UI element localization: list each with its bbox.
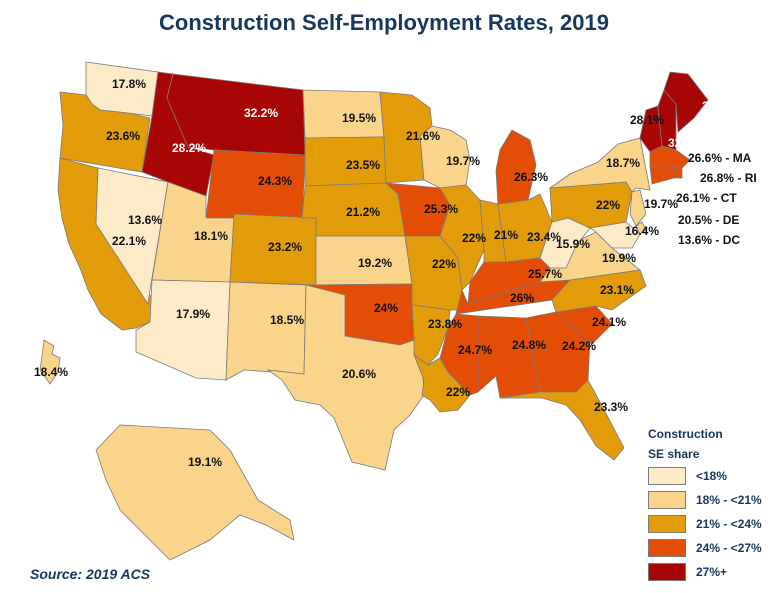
state-value-tn: 26% [510,291,534,305]
state-value-wy: 24.3% [258,174,292,188]
state-value-ca: 22.1% [112,234,146,248]
state-nh [657,89,677,151]
state-ms [439,313,479,396]
legend-swatch [648,491,686,509]
state-value-ne: 21.2% [346,205,380,219]
state-ar [411,304,451,366]
state-value-id: 28.2% [172,141,206,155]
state-value-pa: 22% [596,198,620,212]
state-nm [225,281,307,381]
state-ak [95,424,295,561]
state-value-mn: 21.6% [406,129,440,143]
state-value-tx: 20.6% [342,367,376,381]
state-value-ga: 24.2% [562,339,596,353]
state-value-wv: 15.9% [556,237,590,251]
state-value-al: 24.8% [512,338,546,352]
state-wy [205,149,306,227]
map-title: Construction Self-Employment Rates, 2019 [159,10,609,35]
state-value-nh: 32% [668,136,692,150]
legend-item: 24% - <27% [648,536,763,560]
legend-swatch [648,515,686,533]
legend-swatch [648,467,686,485]
state-value-ms: 24.7% [458,343,492,357]
state-value-nm: 18.5% [270,313,304,327]
labels-layer: 17.8% 23.6% 22.1% 13.6% 28.2% 32.2% 24.3% 18.1%… [34,77,757,469]
state-value-sd: 23.5% [346,158,380,172]
state-ri [673,165,683,179]
legend-item: 27%+ [648,560,763,584]
state-value-ks: 19.2% [358,256,392,270]
state-mi [495,129,537,205]
state-wi [419,125,471,189]
legend-label: 21% - <24% [696,517,762,531]
state-value-ia: 25.3% [424,202,458,216]
legend-title: Construction SE share [648,424,763,464]
state-fl [499,379,625,461]
legend-swatch [648,539,686,557]
state-hi [39,339,61,385]
state-value-oh: 23.4% [527,230,561,244]
legend-label: 24% - <27% [696,541,762,555]
legend: Construction SE share <18% 18% - <21% 21% … [648,424,763,584]
legend-item: 18% - <21% [648,488,763,512]
state-value-mt: 32.2% [244,106,278,120]
legend-title-line2: SE share [648,447,700,461]
state-value-ky: 25.7% [528,267,562,281]
state-value-mo: 22% [432,257,456,271]
legend-label: 18% - <21% [696,493,762,507]
state-value-ar: 23.8% [428,317,462,331]
legend-item: <18% [648,464,763,488]
state-de [635,221,647,235]
state-value-co: 23.2% [268,240,302,254]
legend-label: <18% [696,469,728,483]
states-layer [39,61,709,561]
state-or [59,91,151,173]
state-value-sc: 24.1% [592,315,626,329]
state-value-dc: 13.6% - DC [678,233,740,247]
state-value-nj: 19.7% [644,197,678,211]
state-value-or: 23.6% [106,129,140,143]
state-value-me: 36.9% [702,99,736,113]
legend-swatch [648,563,686,581]
state-tx [266,284,425,471]
state-value-ok: 24% [374,301,398,315]
state-value-la: 22% [446,385,470,399]
state-value-nv: 13.6% [128,213,162,227]
state-value-ct: 26.1% - CT [676,191,737,205]
state-value-az: 17.9% [176,307,210,321]
state-value-nd: 19.5% [342,111,376,125]
state-value-hi: 18.4% [34,365,68,379]
state-il [439,184,485,291]
state-me [663,71,709,133]
legend-rows: <18% 18% - <21% 21% - <24% 24% - <27% 27%+ [648,464,763,584]
legend-item: 21% - <24% [648,512,763,536]
state-value-ak: 19.1% [188,455,222,469]
state-nj [629,189,647,227]
state-value-in: 21% [494,228,518,242]
state-value-fl: 23.3% [594,400,628,414]
state-value-ma: 26.6% - MA [688,151,752,165]
state-value-va: 19.9% [602,251,636,265]
state-value-ny: 18.7% [606,156,640,170]
state-value-mi: 26.3% [514,170,548,184]
state-value-md: 16.4% [625,224,659,238]
state-ct [649,165,675,185]
state-value-il: 22% [462,231,486,245]
source-note: Source: 2019 ACS [30,566,151,582]
state-value-vt: 28.1% [630,113,664,127]
state-value-wa: 17.8% [112,77,146,91]
state-value-nc: 23.1% [600,283,634,297]
state-value-ri: 26.8% - RI [700,171,757,185]
legend-title-line1: Construction [648,427,723,441]
state-nv [95,167,169,306]
legend-label: 27%+ [696,565,728,579]
state-ny [548,137,651,193]
state-value-wi: 19.7% [446,154,480,168]
state-value-de: 20.5% - DE [678,213,739,227]
state-la [413,353,471,413]
state-value-ut: 18.1% [194,229,228,243]
